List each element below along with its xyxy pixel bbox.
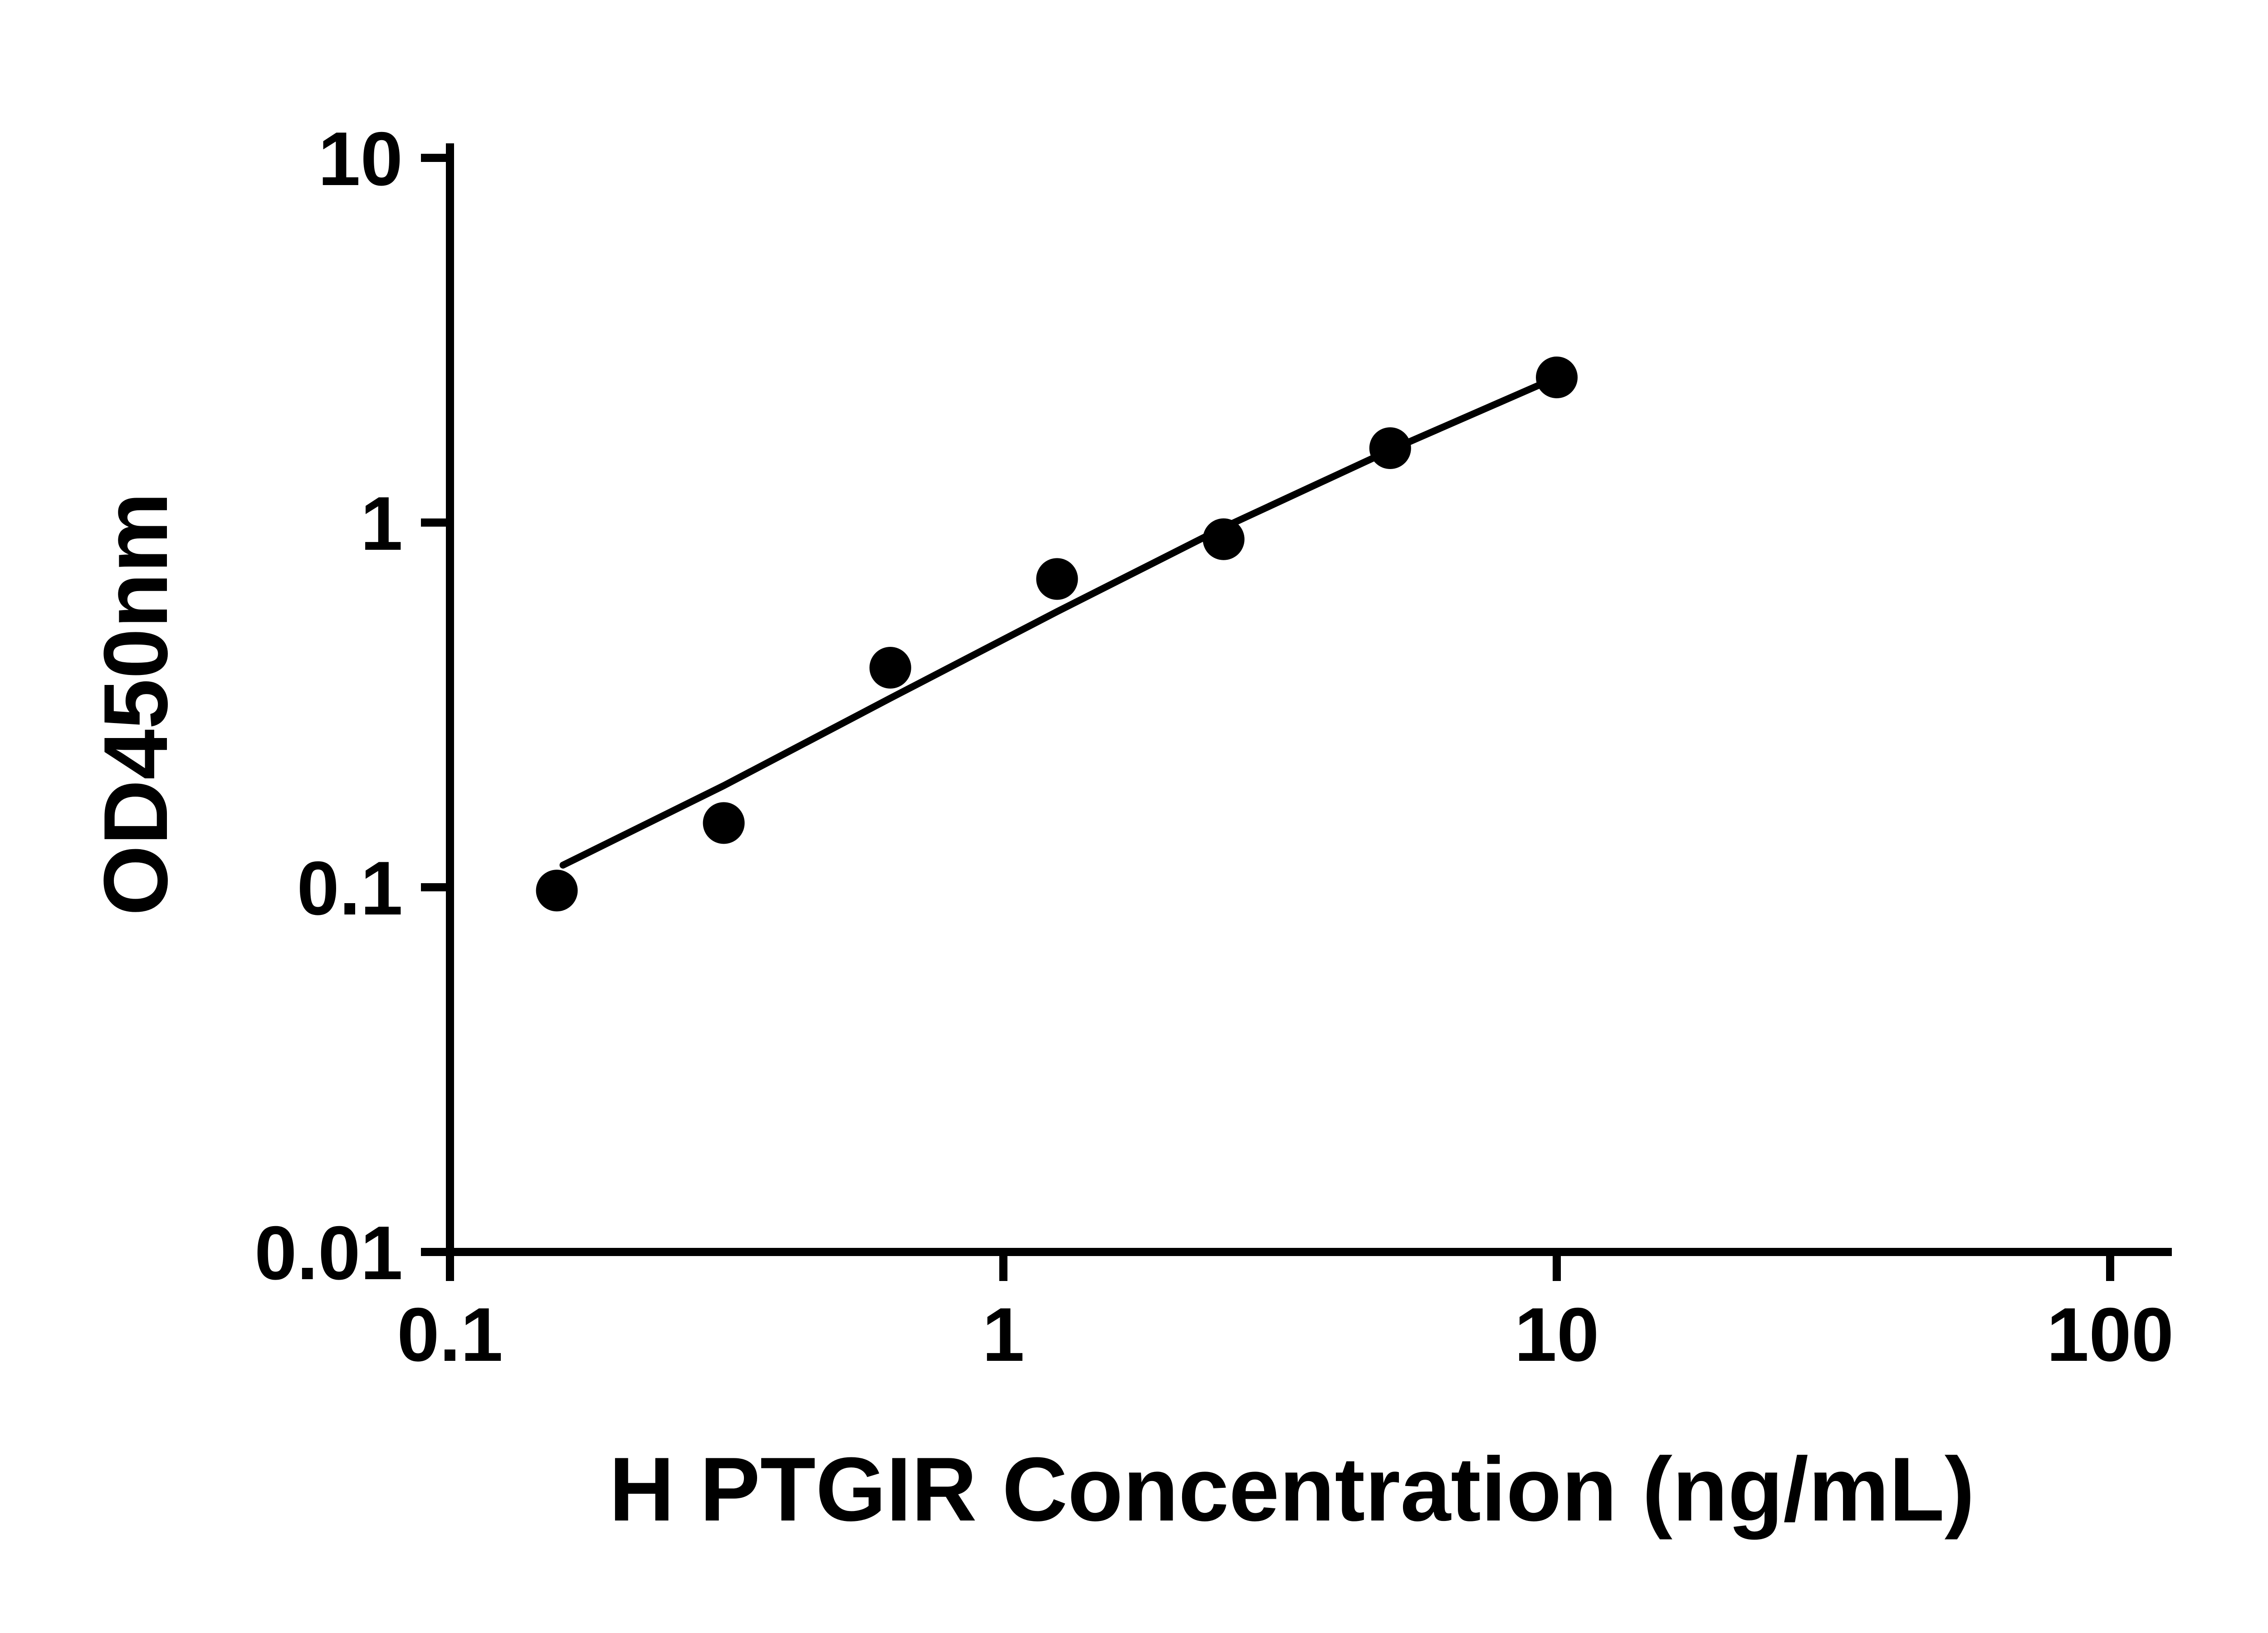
data-point [1536, 357, 1578, 398]
data-point [869, 647, 911, 689]
y-tick-label: 0.1 [297, 846, 403, 931]
y-tick-label: 0.01 [254, 1210, 403, 1296]
data-point [703, 802, 745, 844]
data-point [1202, 518, 1245, 560]
x-tick-label: 1 [982, 1292, 1024, 1377]
y-tick-label: 1 [361, 481, 403, 566]
data-point [1369, 427, 1411, 469]
y-tick-label: 10 [318, 116, 403, 201]
data-point [1036, 558, 1078, 600]
y-axis-title: OD450nm [85, 492, 186, 916]
x-axis-title: H PTGIR Concentration (ng/mL) [609, 1439, 1975, 1540]
x-tick-label: 0.1 [397, 1292, 503, 1377]
data-point [536, 870, 578, 912]
x-tick-label: 10 [1515, 1292, 1599, 1377]
x-tick-label: 100 [2047, 1292, 2174, 1377]
